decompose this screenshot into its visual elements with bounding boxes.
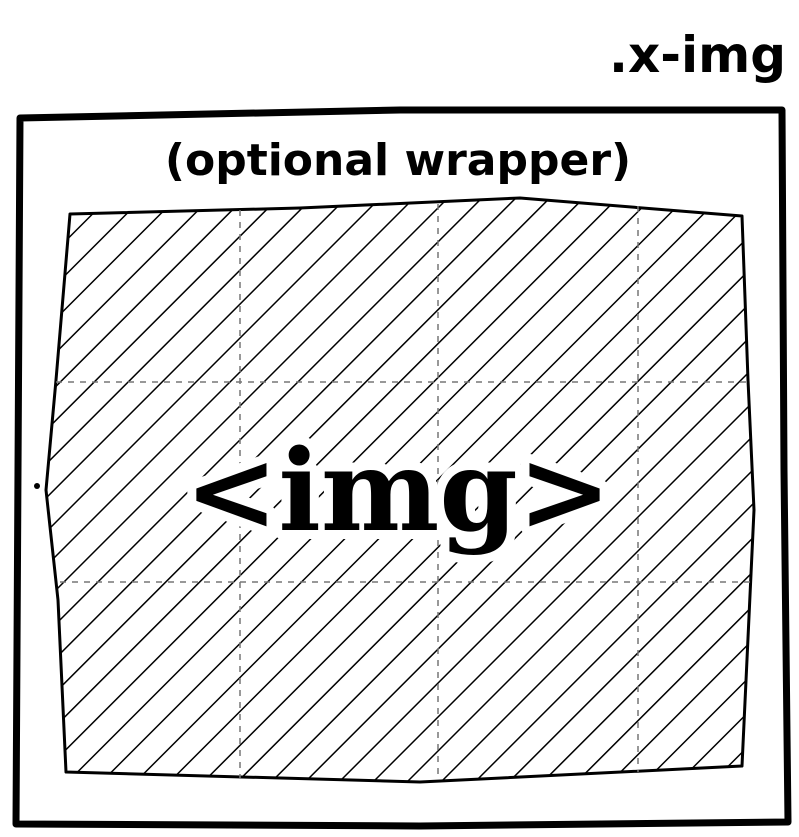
img-hatched-area (44, 196, 756, 784)
img-tag-label: <img> (184, 426, 611, 557)
wrapper-box (12, 106, 792, 830)
wrapper-label: (optional wrapper) (165, 135, 631, 186)
dashed-guides (56, 204, 750, 780)
stray-dot (34, 483, 40, 489)
class-name-label: .x-img (609, 26, 786, 84)
img-tag-label-halo: <img> (184, 426, 611, 557)
